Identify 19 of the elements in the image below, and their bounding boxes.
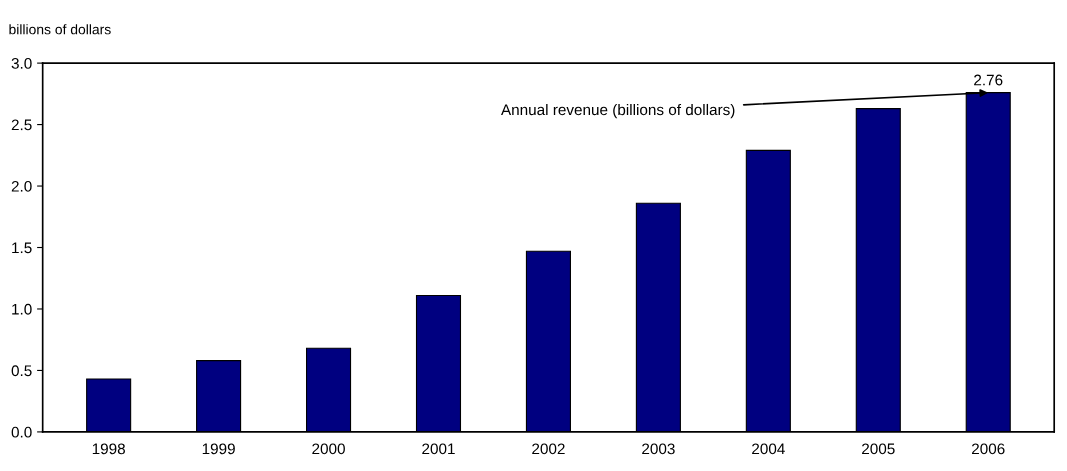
x-tick-label: 2002 — [532, 443, 565, 455]
x-tick-label: 2006 — [972, 443, 1005, 455]
y-tick-label: 1.0 — [12, 303, 32, 315]
data-label: 2.76 — [974, 74, 1003, 86]
annotation: Annual revenue (billions of dollars) — [501, 103, 735, 119]
x-tick-label: 2003 — [642, 443, 675, 455]
x-tick-label: 1998 — [92, 443, 125, 455]
y-tick-label: 1.5 — [12, 242, 32, 254]
y-tick-label: 2.0 — [11, 180, 32, 192]
x-tick-label: 1999 — [202, 443, 235, 455]
x-tick-label: 2004 — [752, 443, 785, 455]
y-tick-label: 2.5 — [11, 119, 32, 131]
y-tick-label: 3.0 — [11, 57, 32, 69]
x-tick-label: 2001 — [422, 443, 455, 455]
x-tick-label: 2000 — [312, 443, 345, 455]
y-axis-title: billions of dollars — [9, 24, 111, 35]
x-tick-label: 2005 — [862, 443, 895, 455]
y-tick-label: 0.5 — [11, 365, 32, 377]
y-tick-label: 0.0 — [11, 426, 32, 438]
